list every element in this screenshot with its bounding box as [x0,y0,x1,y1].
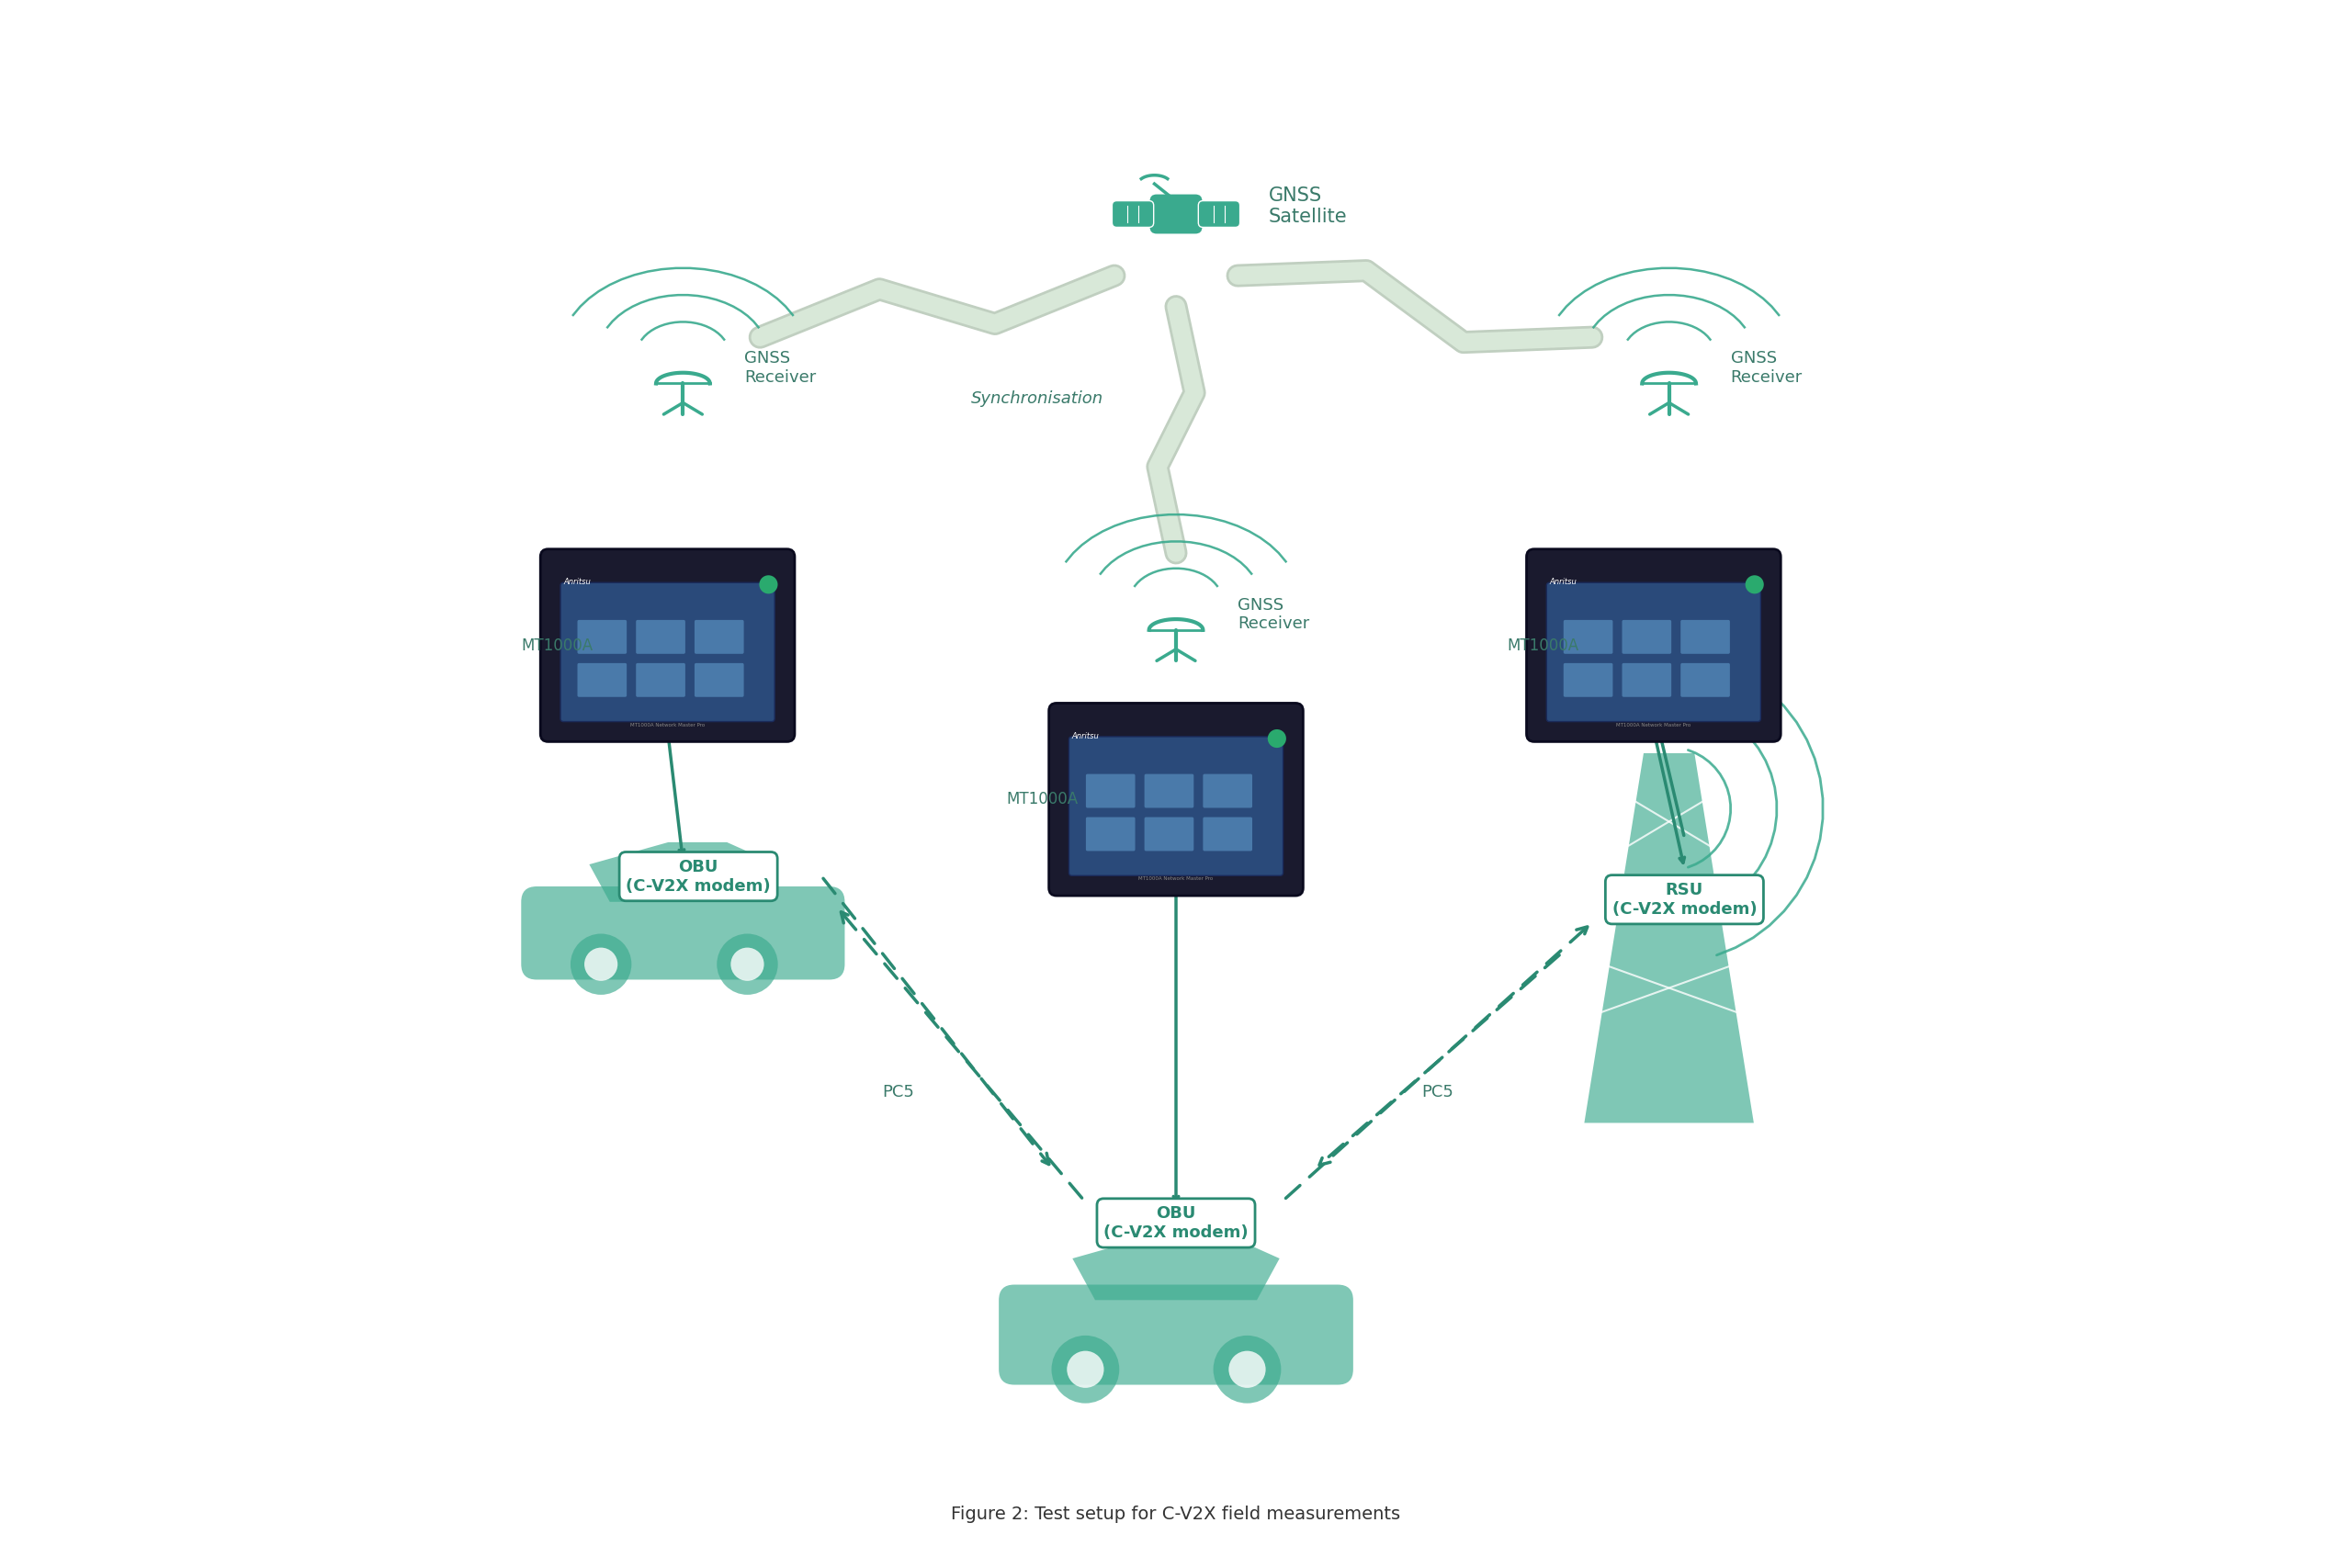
Text: MT1000A Network Master Pro: MT1000A Network Master Pro [1138,877,1214,881]
FancyBboxPatch shape [1564,663,1613,696]
Text: GNSS
Receiver: GNSS Receiver [746,350,816,386]
Text: OBU
(C-V2X modem): OBU (C-V2X modem) [1103,1206,1249,1240]
Text: GNSS
Receiver: GNSS Receiver [1237,597,1310,632]
FancyBboxPatch shape [1202,817,1251,851]
FancyBboxPatch shape [1564,619,1613,654]
Circle shape [731,947,764,982]
FancyBboxPatch shape [1548,583,1762,721]
FancyBboxPatch shape [579,619,626,654]
Circle shape [583,947,619,982]
Circle shape [572,933,630,994]
Text: MT1000A Network Master Pro: MT1000A Network Master Pro [630,723,706,728]
Text: GNSS
Receiver: GNSS Receiver [1731,350,1802,386]
FancyBboxPatch shape [1197,201,1240,227]
Circle shape [1214,1336,1282,1403]
FancyBboxPatch shape [694,663,743,696]
FancyBboxPatch shape [1148,193,1204,235]
Text: MT1000A Network Master Pro: MT1000A Network Master Pro [1616,723,1691,728]
Text: Figure 2: Test setup for C-V2X field measurements: Figure 2: Test setup for C-V2X field mea… [950,1505,1402,1524]
FancyBboxPatch shape [1623,663,1672,696]
FancyBboxPatch shape [1112,201,1155,227]
Text: OBU
(C-V2X modem): OBU (C-V2X modem) [626,859,771,894]
Text: PC5: PC5 [1423,1083,1454,1101]
Text: MT1000A: MT1000A [1007,792,1077,808]
Polygon shape [590,842,776,902]
Circle shape [760,575,779,594]
Text: Synchronisation: Synchronisation [971,390,1103,408]
FancyBboxPatch shape [1682,619,1731,654]
FancyBboxPatch shape [1087,817,1136,851]
Polygon shape [1073,1234,1279,1300]
Circle shape [1051,1336,1120,1403]
Text: GNSS
Satellite: GNSS Satellite [1268,187,1348,226]
Circle shape [1268,729,1287,748]
FancyBboxPatch shape [635,663,684,696]
FancyBboxPatch shape [1623,619,1672,654]
Text: Anritsu: Anritsu [564,579,590,586]
FancyBboxPatch shape [1526,549,1780,742]
FancyBboxPatch shape [560,583,774,721]
Text: Anritsu: Anritsu [1073,732,1098,740]
FancyBboxPatch shape [579,663,626,696]
Circle shape [1228,1352,1265,1388]
FancyBboxPatch shape [1202,775,1251,808]
FancyBboxPatch shape [522,886,844,980]
FancyBboxPatch shape [1000,1284,1352,1385]
FancyBboxPatch shape [694,619,743,654]
Text: MT1000A: MT1000A [522,637,593,654]
Text: MT1000A: MT1000A [1508,637,1578,654]
Polygon shape [1585,753,1755,1123]
Circle shape [1745,575,1764,594]
FancyBboxPatch shape [1087,775,1136,808]
Text: PC5: PC5 [882,1083,915,1101]
Text: Anritsu: Anritsu [1550,579,1576,586]
FancyBboxPatch shape [541,549,795,742]
FancyBboxPatch shape [1145,817,1195,851]
FancyBboxPatch shape [1068,737,1284,875]
Circle shape [1068,1352,1103,1388]
FancyBboxPatch shape [1682,663,1731,696]
FancyBboxPatch shape [1145,775,1195,808]
Text: RSU
(C-V2X modem): RSU (C-V2X modem) [1611,881,1757,917]
Circle shape [717,933,779,994]
FancyBboxPatch shape [635,619,684,654]
FancyBboxPatch shape [1049,702,1303,895]
